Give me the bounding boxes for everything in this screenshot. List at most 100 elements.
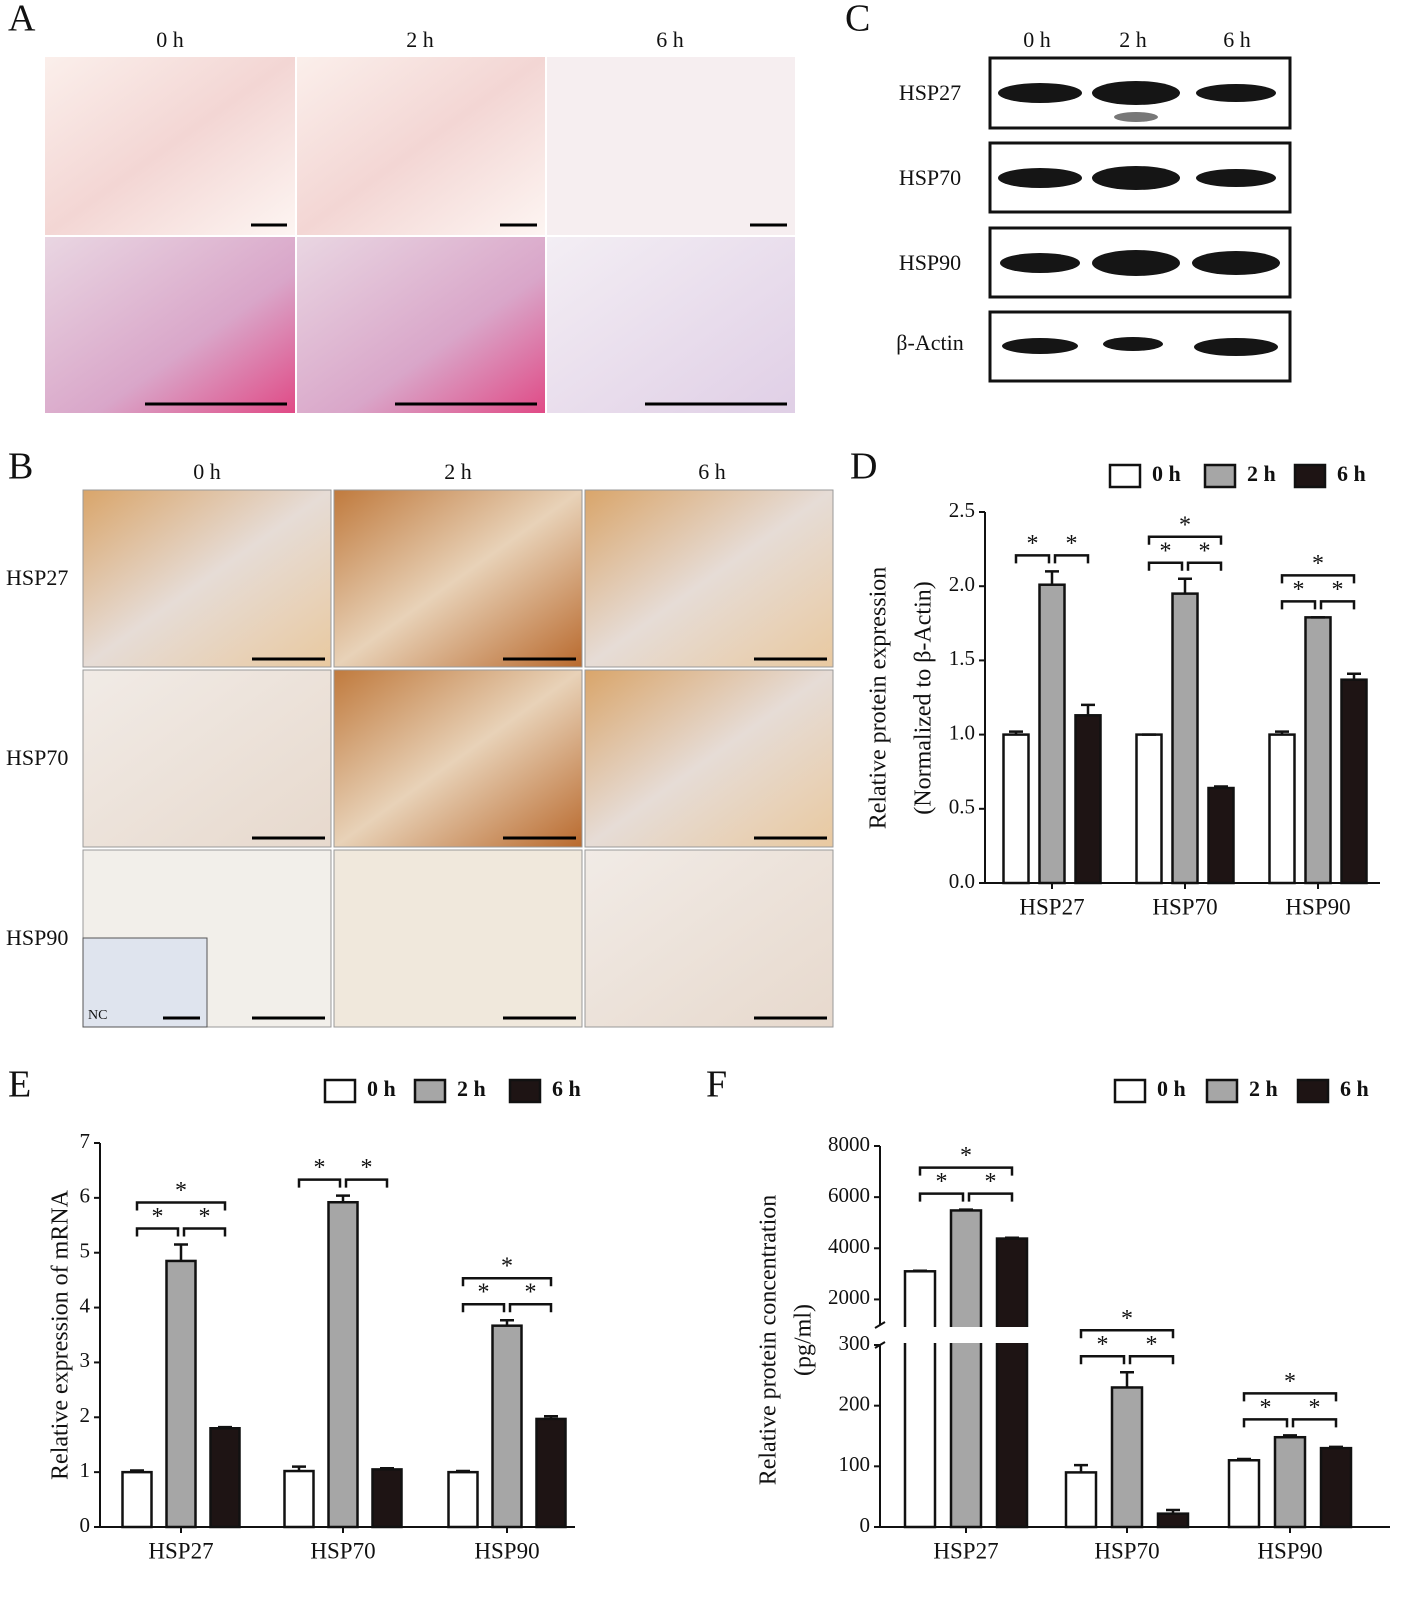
y-tick-label: 6 [80, 1184, 91, 1208]
row-label: HSP90 [6, 925, 68, 950]
error-bar [1120, 1371, 1134, 1388]
error-bar [959, 1208, 973, 1211]
legend-swatch [1108, 463, 1142, 489]
error-bar [174, 1243, 188, 1261]
significance-bracket [1147, 535, 1223, 545]
row-label: HSP70 [899, 165, 961, 190]
error-bar [1005, 1236, 1019, 1240]
error-bar [500, 1318, 514, 1326]
significance-bracket [135, 1227, 180, 1237]
significance-label: * [936, 1169, 948, 1195]
ihc-images [82, 489, 834, 1028]
x-tick-label: HSP90 [474, 1538, 539, 1563]
bar [447, 1470, 479, 1529]
significance-bracket [1291, 1418, 1338, 1428]
significance-bracket [1319, 600, 1356, 610]
break-mark [874, 1321, 886, 1349]
bar [1319, 1446, 1353, 1529]
error-bar [1275, 730, 1289, 735]
y-axis-label: Relative protein expression [866, 567, 892, 830]
significance-label: * [985, 1169, 997, 1195]
error-bar [1009, 730, 1023, 735]
bar [1171, 592, 1199, 885]
bar [1110, 1386, 1144, 1529]
bar [1268, 733, 1296, 885]
y-tick-label: 8000 [828, 1132, 870, 1156]
significance-label: * [361, 1155, 373, 1181]
bar [1227, 1459, 1261, 1529]
bar [1038, 583, 1066, 885]
significance-bracket [135, 1201, 227, 1211]
x-tick-label: HSP70 [1094, 1538, 1159, 1563]
bar [209, 1427, 241, 1529]
legend-label: 2 h [1247, 461, 1276, 486]
panel-label: A [8, 0, 36, 40]
legend-label: 0 h [1157, 1076, 1186, 1101]
y-tick-label: 4000 [828, 1234, 870, 1258]
error-bar [1283, 1434, 1297, 1438]
significance-bracket [1014, 554, 1051, 564]
error-bar [913, 1269, 927, 1273]
x-tick-label: HSP90 [1257, 1538, 1322, 1563]
legend-swatch [1203, 463, 1237, 489]
column-header: 2 h [406, 27, 434, 52]
significance-bracket [344, 1178, 389, 1188]
legend-swatch [1293, 463, 1327, 489]
row-label: HSP27 [899, 80, 961, 105]
y-tick-label: 1 [80, 1458, 91, 1482]
legend-label: 0 h [1152, 461, 1181, 486]
bar [165, 1259, 197, 1529]
significance-bracket [1280, 574, 1356, 584]
significance-bracket [918, 1166, 1014, 1176]
significance-label: * [1179, 512, 1191, 538]
significance-bracket [461, 1276, 553, 1287]
significance-label: * [501, 1254, 513, 1280]
error-bar [292, 1465, 306, 1472]
y-tick-label: 2.0 [949, 572, 975, 596]
error-bar [1178, 577, 1192, 594]
column-header: 6 h [1223, 27, 1251, 52]
significance-bracket [1242, 1392, 1338, 1402]
significance-label: * [1199, 538, 1211, 564]
x-tick-label: HSP70 [1152, 894, 1217, 919]
legend-label: 6 h [1337, 461, 1366, 486]
bar [535, 1417, 567, 1529]
y-tick-label: 0.5 [949, 795, 975, 819]
y-tick-label: 0 [860, 1513, 871, 1537]
significance-bracket [1079, 1355, 1126, 1365]
y-axis-label: (Normalized to β-Actin) [911, 581, 937, 814]
x-tick-label: HSP70 [310, 1538, 375, 1563]
y-tick-label: 1.5 [949, 646, 975, 670]
y-tick-label: 200 [839, 1391, 871, 1415]
error-bar [380, 1467, 394, 1470]
bar [121, 1470, 153, 1529]
bar [1002, 733, 1030, 885]
legend-swatch [323, 1078, 357, 1104]
bar [903, 1270, 937, 1529]
y-tick-label: 4 [80, 1293, 91, 1317]
row-label: β-Actin [896, 330, 963, 355]
error-bar [1081, 703, 1095, 716]
y-tick-label: 1.0 [949, 720, 975, 744]
significance-label: * [960, 1143, 972, 1169]
axis-break [870, 1327, 1390, 1343]
significance-label: * [1309, 1395, 1321, 1421]
significance-bracket [1147, 561, 1184, 571]
bar [1135, 733, 1163, 885]
y-tick-label: 2 [80, 1403, 91, 1427]
legend-label: 2 h [457, 1076, 486, 1101]
y-tick-label: 6000 [828, 1183, 870, 1207]
panel-label: B [8, 446, 33, 488]
error-bar [1166, 1508, 1180, 1514]
x-tick-label: HSP90 [1285, 894, 1350, 919]
legend-label: 6 h [1340, 1076, 1369, 1101]
error-bar [456, 1469, 470, 1473]
significance-label: * [1312, 551, 1324, 577]
significance-bracket [967, 1192, 1014, 1202]
row-label: HSP70 [6, 745, 68, 770]
significance-label: * [1121, 1306, 1133, 1332]
column-header: 2 h [1119, 27, 1147, 52]
error-bar [1074, 1463, 1088, 1473]
significance-label: * [1027, 531, 1039, 557]
legend-swatch [508, 1078, 542, 1104]
